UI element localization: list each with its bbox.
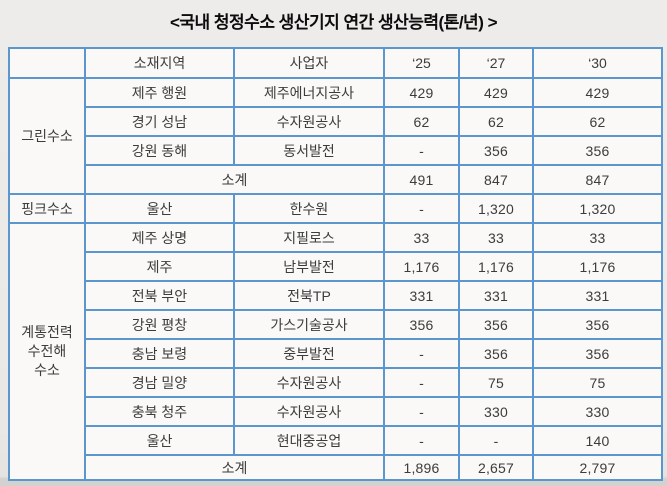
cell-y30: 1,320 [532, 193, 663, 224]
group-label-line: 수소 [34, 362, 60, 378]
cell-operator: 한수원 [233, 193, 385, 224]
cell-operator: 현대중공업 [233, 425, 385, 456]
cell-region: 강원 동해 [84, 135, 235, 166]
cell-region: 전북 부안 [84, 280, 235, 311]
cell-y25: 356 [383, 309, 460, 340]
subtotal-y27: 847 [458, 164, 534, 195]
cell-region: 경남 밀양 [84, 367, 235, 398]
cell-operator: 수자원공사 [233, 367, 385, 398]
hydrogen-capacity-table: 소재지역 사업자 ‘25 ‘27 ‘30 그린수소 제주 행원 제주에너지공사 … [8, 47, 663, 481]
cell-y27: 331 [458, 280, 534, 311]
cell-y25: - [383, 135, 460, 166]
cell-y25: - [383, 367, 460, 398]
cell-y27: 356 [458, 338, 534, 369]
table-row: 전북 부안 전북TP 331 331 331 [9, 280, 663, 311]
cell-y27: 429 [458, 77, 534, 108]
subtotal-row-grid: 소계 1,896 2,657 2,797 [9, 454, 663, 481]
cell-operator: 남부발전 [233, 251, 385, 282]
subtotal-label: 소계 [84, 164, 385, 195]
table-row: 울산 현대중공업 - - 140 [9, 425, 663, 456]
cell-region: 제주 상명 [84, 222, 235, 253]
cell-y30: 62 [532, 106, 663, 137]
cell-y27: 1,320 [458, 193, 534, 224]
group-label-line: 수전해 [27, 343, 67, 359]
cell-region: 제주 [84, 251, 235, 282]
cell-y25: 331 [383, 280, 460, 311]
cell-y30: 356 [532, 309, 663, 340]
cell-operator: 수자원공사 [233, 106, 385, 137]
header-row: 소재지역 사업자 ‘25 ‘27 ‘30 [8, 47, 663, 79]
cell-y25: 62 [383, 106, 460, 137]
subtotal-y30: 847 [532, 164, 663, 195]
cell-y27: 356 [458, 309, 534, 340]
cell-y30: 140 [532, 425, 663, 456]
subtotal-row-green: 소계 491 847 847 [9, 164, 663, 195]
subtotal-y30: 2,797 [532, 454, 663, 481]
subtotal-label: 소계 [84, 454, 385, 481]
table-row: 강원 평창 가스기술공사 356 356 356 [9, 309, 663, 340]
cell-y25: - [383, 338, 460, 369]
table-row: 충북 청주 수자원공사 - 330 330 [9, 396, 663, 427]
cell-y25: - [383, 425, 460, 456]
cell-y27: 62 [458, 106, 534, 137]
table-row: 제주 남부발전 1,176 1,176 1,176 [9, 251, 663, 282]
header-region: 소재지역 [84, 47, 235, 79]
table-row: 그린수소 제주 행원 제주에너지공사 429 429 429 [8, 77, 663, 195]
group-label-line: 계통전력 [21, 324, 73, 340]
cell-y30: 75 [532, 367, 663, 398]
subtotal-y27: 2,657 [458, 454, 534, 481]
cell-operator: 동서발전 [233, 135, 385, 166]
cell-y30: 356 [532, 135, 663, 166]
cell-y27: - [458, 425, 534, 456]
table-row: 충남 보령 중부발전 - 356 356 [9, 338, 663, 369]
cell-y27: 75 [458, 367, 534, 398]
cell-y25: - [383, 193, 460, 224]
header-empty-cell [8, 47, 86, 79]
cell-y25: 429 [383, 77, 460, 108]
table-row: 경기 성남 수자원공사 62 62 62 [9, 106, 663, 137]
table-row-pink: 핑크수소 울산 한수원 - 1,320 1,320 [8, 193, 663, 224]
cell-y30: 356 [532, 338, 663, 369]
table-row: 경남 밀양 수자원공사 - 75 75 [9, 367, 663, 398]
cell-y25: 33 [383, 222, 460, 253]
cell-region: 울산 [84, 193, 235, 224]
cell-y30: 33 [532, 222, 663, 253]
cell-y30: 1,176 [532, 251, 663, 282]
header-year-30: ‘30 [532, 47, 663, 79]
cell-operator: 전북TP [233, 280, 385, 311]
cell-region: 충북 청주 [84, 396, 235, 427]
group-label-green-hydrogen: 그린수소 [8, 77, 86, 195]
cell-y30: 330 [532, 396, 663, 427]
cell-y30: 429 [532, 77, 663, 108]
page-title: <국내 청정수소 생산기지 연간 생산능력(톤/년) > [169, 13, 498, 32]
cell-y27: 33 [458, 222, 534, 253]
cell-region: 울산 [84, 425, 235, 456]
cell-y25: 1,176 [383, 251, 460, 282]
group-label-grid-electrolysis-hydrogen: 계통전력 수전해 수소 [8, 222, 86, 481]
cell-region: 경기 성남 [84, 106, 235, 137]
cell-region: 제주 행원 [84, 77, 235, 108]
cell-y27: 330 [458, 396, 534, 427]
cell-y27: 356 [458, 135, 534, 166]
cell-y27: 1,176 [458, 251, 534, 282]
cell-region: 강원 평창 [84, 309, 235, 340]
table-row: 계통전력 수전해 수소 제주 상명 지필로스 33 33 33 [8, 222, 663, 481]
cell-operator: 중부발전 [233, 338, 385, 369]
cell-operator: 제주에너지공사 [233, 77, 385, 108]
cell-operator: 지필로스 [233, 222, 385, 253]
cell-region: 충남 보령 [84, 338, 235, 369]
header-operator: 사업자 [233, 47, 385, 79]
group-label-pink-hydrogen: 핑크수소 [8, 193, 86, 224]
header-year-27: ‘27 [458, 47, 534, 79]
header-year-25: ‘25 [383, 47, 460, 79]
cell-y30: 331 [532, 280, 663, 311]
subtotal-y25: 1,896 [383, 454, 460, 481]
cell-operator: 가스기술공사 [233, 309, 385, 340]
subtotal-y25: 491 [383, 164, 460, 195]
cell-y25: - [383, 396, 460, 427]
cell-operator: 수자원공사 [233, 396, 385, 427]
table-row: 강원 동해 동서발전 - 356 356 [9, 135, 663, 166]
